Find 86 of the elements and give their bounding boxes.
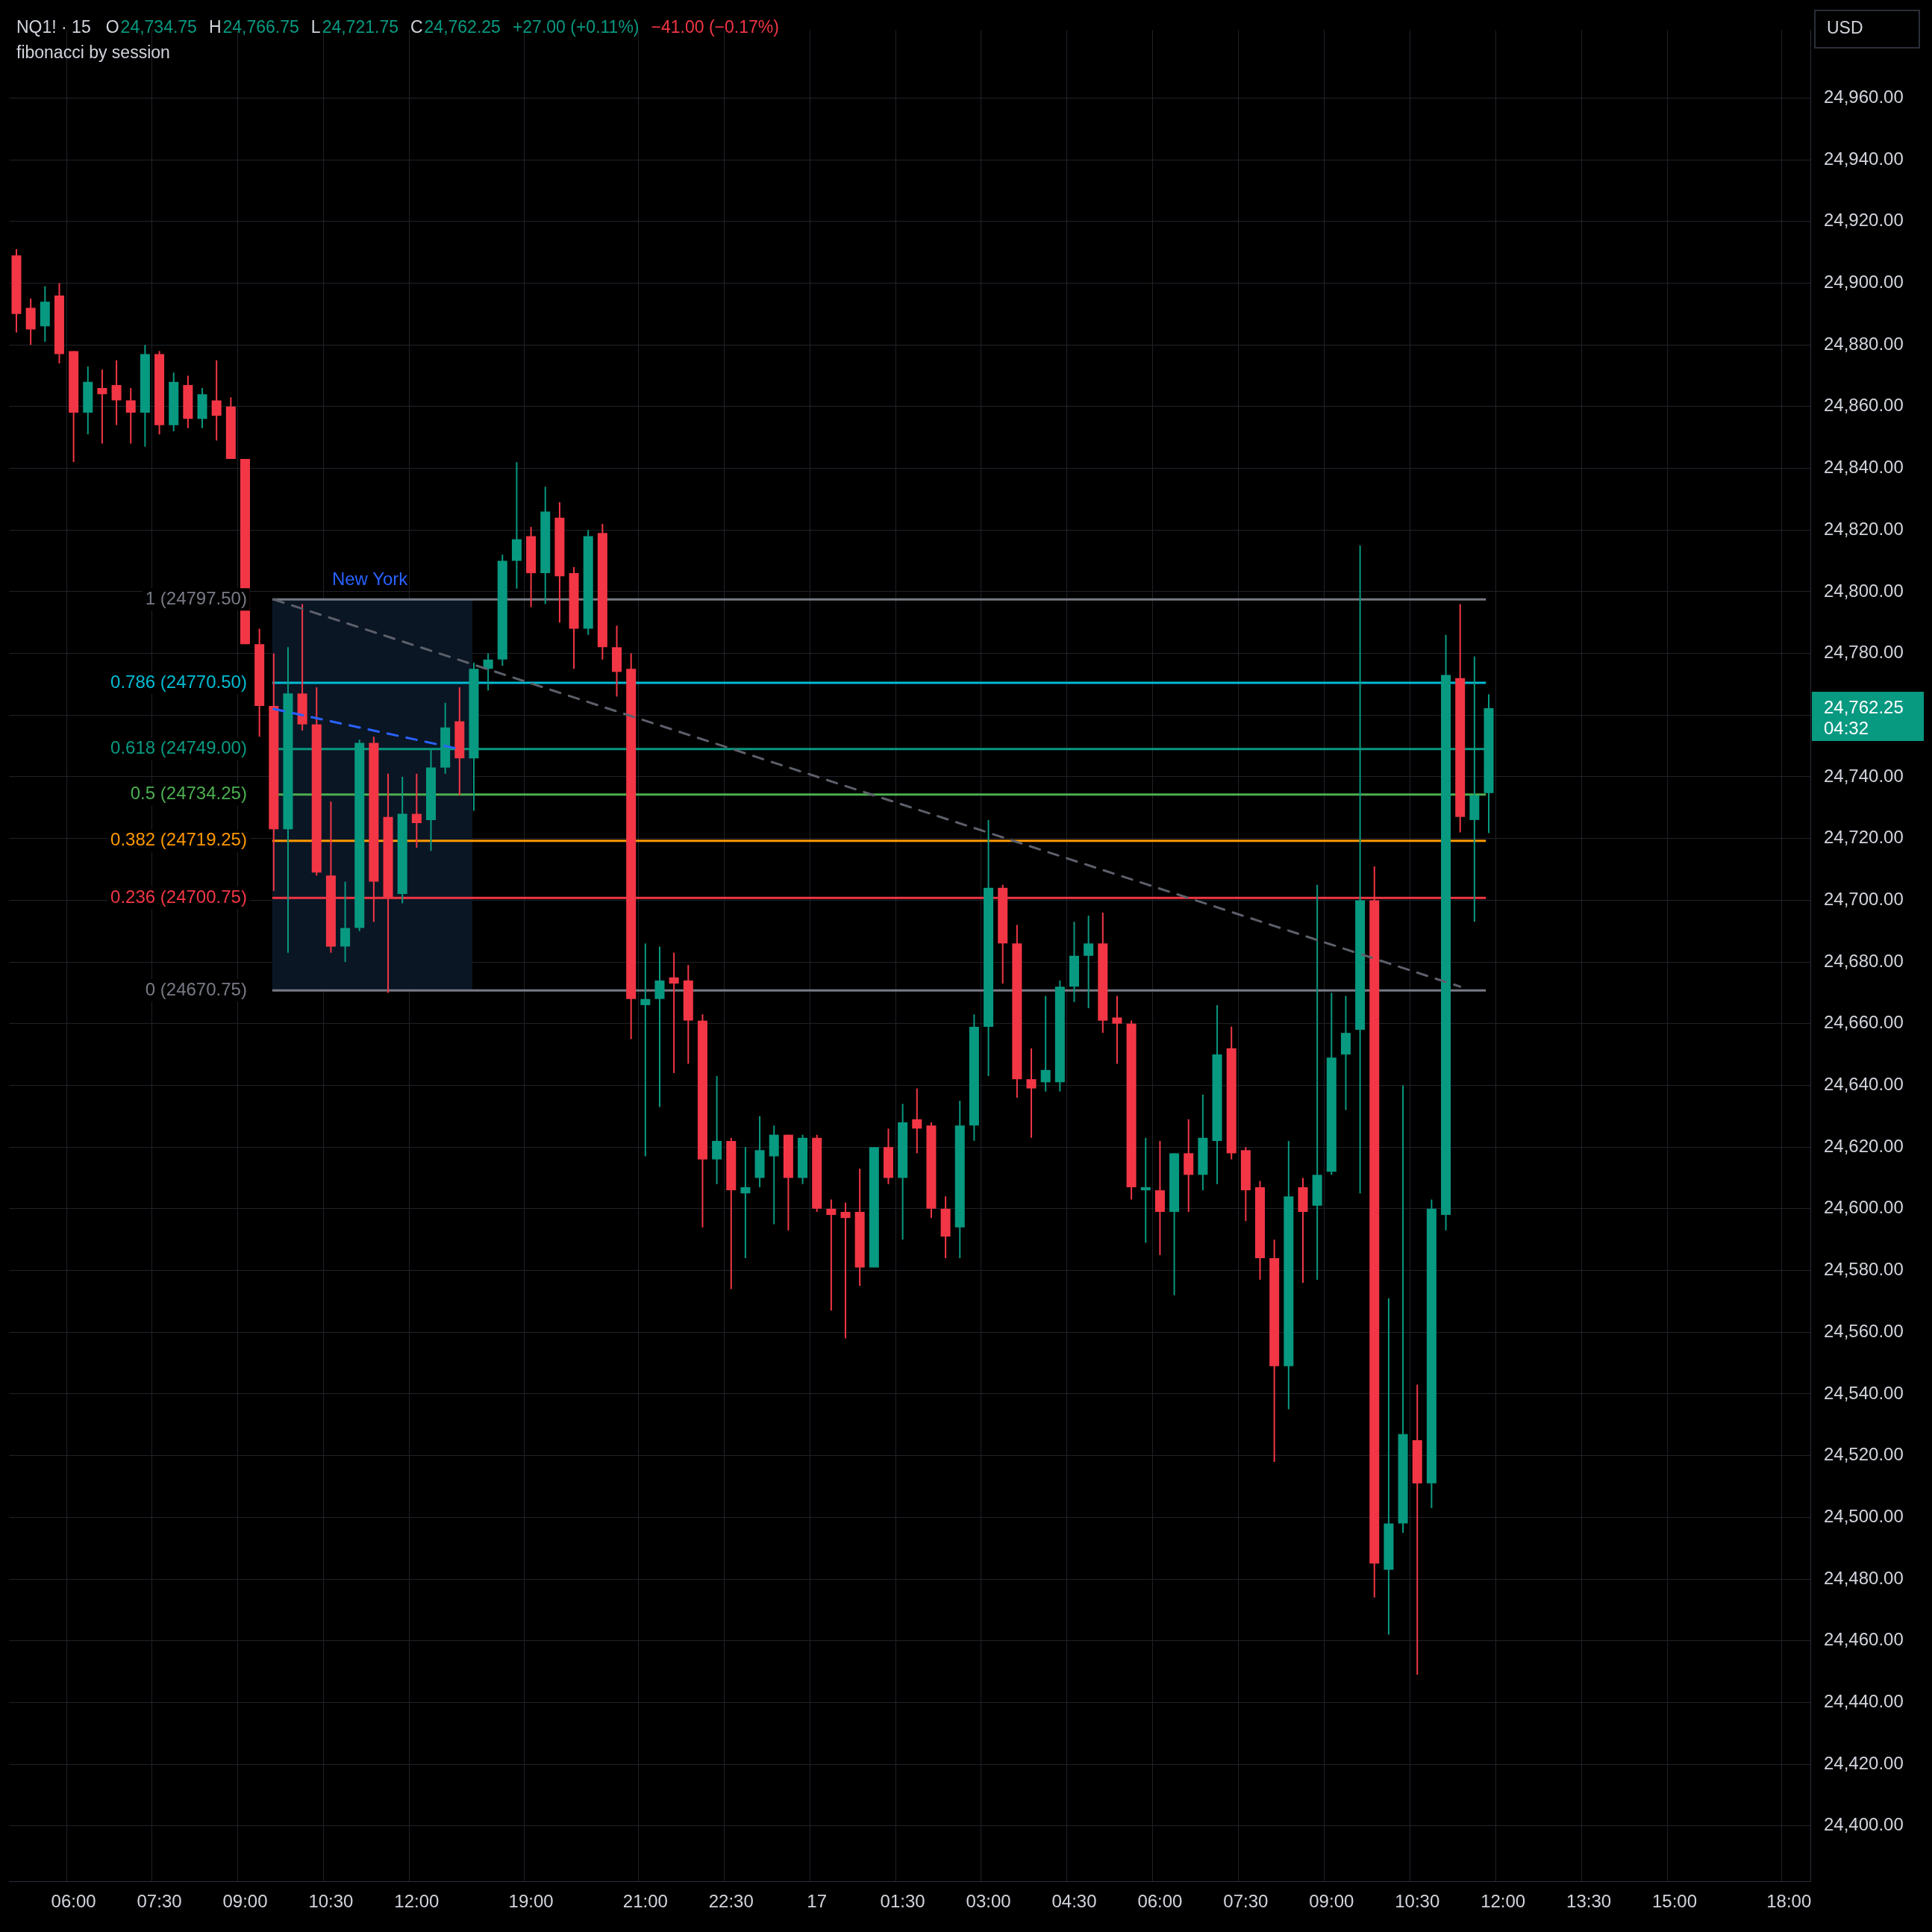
- x-tick-label: 21:00: [622, 1891, 668, 1912]
- candlestick: [669, 951, 679, 1074]
- candlestick: [483, 652, 493, 692]
- candlestick: [1312, 884, 1322, 1281]
- x-tick-label: 01:30: [880, 1891, 925, 1912]
- x-tick-label: 12:00: [1481, 1891, 1526, 1912]
- candlestick: [1026, 1047, 1037, 1139]
- y-tick-label: 24,840.00: [1824, 457, 1904, 478]
- annotation: +27.00 (+0.11%): [512, 17, 640, 37]
- candlestick: [1040, 995, 1051, 1092]
- ref-line-label: 0.786 (24770.50): [110, 671, 247, 692]
- y-tick-label: 24,420.00: [1824, 1752, 1904, 1773]
- x-tick-label: 07:30: [137, 1891, 182, 1912]
- y-tick-label: 24,820.00: [1824, 518, 1904, 539]
- text: fibonacci by session: [16, 43, 170, 63]
- x-tick-label: 07:30: [1223, 1891, 1269, 1912]
- x-tick-label: 09:00: [222, 1891, 268, 1912]
- candlestick: [211, 359, 222, 442]
- text: USD: [1827, 18, 1863, 38]
- y-tick-label: 24,400.00: [1824, 1814, 1904, 1835]
- y-tick-label: 24,740.00: [1824, 765, 1904, 786]
- x-tick-label: 13:30: [1566, 1891, 1612, 1912]
- x-tick-label: 12:00: [394, 1891, 440, 1912]
- ref-line-label: 0.5 (24734.25): [130, 783, 247, 804]
- x-tick-label: 22:30: [708, 1891, 754, 1912]
- y-tick-label: 24,900.00: [1824, 272, 1904, 293]
- y-tick-label: 24,800.00: [1824, 580, 1904, 601]
- chart-title: NQ1! · 15: [16, 17, 91, 37]
- y-tick-label: 24,540.00: [1824, 1382, 1904, 1403]
- candlestick: [912, 1087, 922, 1154]
- candlestick: [1140, 1137, 1151, 1244]
- candlestick: [97, 369, 107, 445]
- y-tick-label: 24,660.00: [1824, 1012, 1904, 1033]
- y-tick-label: 24,440.00: [1824, 1691, 1904, 1712]
- y-tick-label: 24,600.00: [1824, 1197, 1904, 1218]
- text: 04:32: [1824, 717, 1869, 738]
- x-tick-label: 04:30: [1051, 1891, 1097, 1912]
- y-tick-label: 24,620.00: [1824, 1135, 1904, 1156]
- candlestick: [654, 945, 665, 1108]
- y-tick-label: 24,460.00: [1824, 1629, 1904, 1650]
- y-tick-label: 24,880.00: [1824, 333, 1904, 354]
- ref-line-label: 0.382 (24719.25): [110, 829, 247, 850]
- y-tick-label: 24,480.00: [1824, 1567, 1904, 1588]
- y-tick-label: 24,580.00: [1824, 1259, 1904, 1280]
- y-tick-label: 24,940.00: [1824, 148, 1904, 169]
- y-tick-label: 24,640.00: [1824, 1074, 1904, 1095]
- x-tick-label: 09:00: [1309, 1891, 1354, 1912]
- y-tick-label: 24,920.00: [1824, 210, 1904, 231]
- x-tick-label: 06:00: [51, 1891, 96, 1912]
- candlestick: [1084, 915, 1094, 1010]
- y-tick-label: 24,700.00: [1824, 889, 1904, 909]
- x-tick-label: 19:00: [508, 1891, 554, 1912]
- annotation: −41.00 (−0.17%): [651, 17, 779, 37]
- annotation: O24,734.75: [105, 17, 197, 37]
- x-tick-label: 18:00: [1766, 1891, 1812, 1912]
- ref-line-label: 0.618 (24749.00): [110, 737, 247, 758]
- y-tick-label: 24,960.00: [1824, 86, 1904, 107]
- y-tick-label: 24,780.00: [1824, 642, 1904, 663]
- x-tick-label: 17: [807, 1891, 828, 1912]
- candlestick: [1112, 995, 1122, 1065]
- x-tick-label: 10:30: [308, 1891, 354, 1912]
- y-tick-label: 24,560.00: [1824, 1320, 1904, 1341]
- candlestick: [826, 1198, 837, 1312]
- x-tick-label: 06:00: [1137, 1891, 1183, 1912]
- x-tick-label: 15:00: [1651, 1891, 1698, 1912]
- y-tick-label: 24,520.00: [1824, 1444, 1904, 1465]
- y-tick-label: 24,720.00: [1824, 827, 1904, 848]
- candlestick: [411, 772, 422, 849]
- band-label: New York: [331, 568, 409, 589]
- y-tick-label: 24,860.00: [1824, 395, 1904, 416]
- ref-line-label: 1 (24797.50): [145, 587, 247, 608]
- annotation: C24,762.25: [410, 17, 501, 37]
- candlestick: [640, 942, 651, 1157]
- candlestick: [125, 387, 136, 445]
- candlestick: [111, 359, 122, 426]
- text: 24,762.25: [1824, 696, 1904, 717]
- annotation: H24,766.75: [208, 17, 299, 37]
- candlestick: [840, 1201, 851, 1339]
- ref-line-label: 0 (24670.75): [145, 978, 247, 999]
- x-tick-label: 03:00: [966, 1891, 1011, 1912]
- y-tick-label: 24,500.00: [1824, 1505, 1904, 1526]
- candlestick: [740, 1146, 751, 1259]
- y-tick-label: 24,680.00: [1824, 950, 1904, 971]
- annotation: L24,721.75: [310, 17, 398, 37]
- ref-line-label: 0.236 (24700.75): [110, 886, 247, 907]
- x-tick-label: 10:30: [1395, 1891, 1440, 1912]
